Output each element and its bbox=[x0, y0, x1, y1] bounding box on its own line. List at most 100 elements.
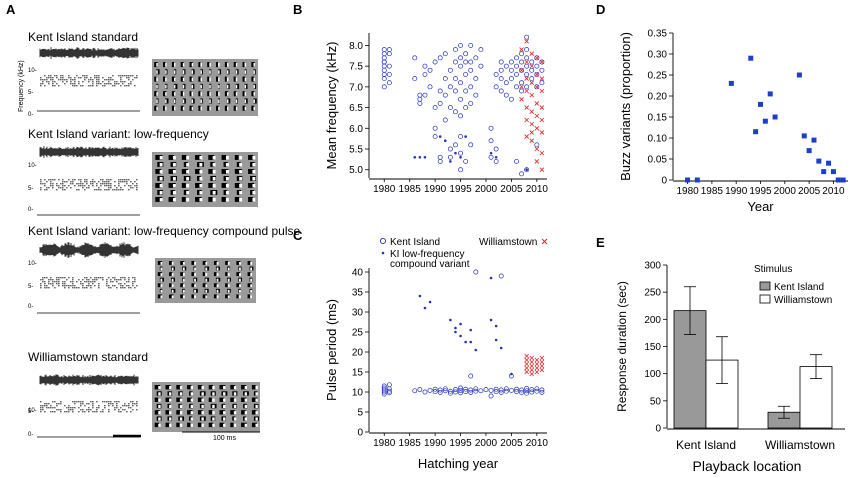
spectrogram-cell bbox=[74, 77, 76, 79]
spectrogram-cell bbox=[118, 189, 120, 191]
pulse-light-band bbox=[160, 289, 163, 293]
spectrogram-cell bbox=[82, 283, 84, 285]
data-point bbox=[428, 300, 432, 304]
pulse-light-band bbox=[216, 273, 219, 276]
spectrogram-cell bbox=[136, 77, 138, 79]
data-point bbox=[468, 373, 474, 379]
legend-kent-marker bbox=[379, 237, 387, 245]
data-point bbox=[524, 369, 529, 375]
pulse-light-band bbox=[159, 191, 163, 195]
pulse-light-band bbox=[212, 191, 216, 195]
data-point bbox=[453, 142, 458, 148]
spectrogram-cell bbox=[90, 183, 92, 185]
pulse-light-band bbox=[250, 278, 253, 282]
data-point bbox=[801, 133, 807, 139]
spectrogram-cell bbox=[80, 185, 82, 187]
spectrogram-cell bbox=[40, 179, 42, 181]
spectrogram-cell bbox=[106, 283, 108, 285]
spectrogram-cell bbox=[114, 409, 116, 411]
data-point bbox=[488, 393, 494, 399]
oscillogram-kent-low-frequency bbox=[39, 146, 139, 158]
spectrogram-cell bbox=[102, 81, 104, 83]
legend-williamstown-label: Williamstown bbox=[479, 237, 537, 248]
pulse-light-band bbox=[216, 267, 219, 271]
data-point bbox=[503, 80, 509, 86]
pulse-dark-band bbox=[180, 105, 184, 111]
spectrogram-cell bbox=[62, 187, 64, 189]
spectrogram-cell bbox=[130, 411, 132, 413]
spectrogram-cell bbox=[74, 81, 76, 83]
data-point bbox=[381, 67, 387, 73]
spectrogram-cell bbox=[130, 83, 132, 85]
spectrogram-cell bbox=[100, 183, 102, 185]
spectrogram-cell bbox=[110, 281, 112, 283]
pulse-light-band bbox=[186, 184, 190, 188]
pulse-light-band bbox=[159, 198, 163, 202]
spectrogram-cell bbox=[92, 411, 94, 413]
spectrogram-cell bbox=[98, 407, 100, 409]
spectrogram-cell bbox=[84, 77, 86, 79]
spectrogram-cell bbox=[124, 181, 126, 183]
pulse-dark-band bbox=[226, 98, 231, 104]
panel-e-letter: E bbox=[596, 235, 605, 250]
pulse-light-band bbox=[169, 386, 172, 390]
pulse-light-band bbox=[255, 386, 258, 390]
spectrogram-cell bbox=[130, 287, 132, 289]
data-point bbox=[417, 92, 423, 98]
zoom-scale-label: 100 ms bbox=[213, 435, 236, 442]
spectrogram-cell bbox=[68, 277, 70, 279]
data-point bbox=[437, 100, 443, 106]
pulse-light-band bbox=[194, 267, 196, 271]
spectrogram-cell bbox=[52, 85, 54, 87]
spectrogram-cell bbox=[40, 83, 42, 85]
pulse-light-band bbox=[218, 84, 220, 89]
spectrogram-cell bbox=[74, 85, 76, 87]
pulse-light-band bbox=[255, 404, 258, 408]
spectrogram-cell bbox=[88, 81, 90, 83]
spectrogram-cell bbox=[82, 187, 84, 189]
spectrogram-cell bbox=[48, 407, 50, 409]
spectrogram-cell bbox=[42, 409, 44, 411]
spectrogram-cell bbox=[82, 287, 84, 289]
pulse-light-band bbox=[200, 99, 202, 104]
spectrogram-cell bbox=[96, 185, 98, 187]
spectrogram-cell bbox=[90, 285, 92, 287]
spectrogram-cell bbox=[96, 411, 98, 413]
frequency-axis-label: Frequency (kHz) bbox=[18, 60, 25, 112]
pulse-light-band bbox=[212, 198, 216, 202]
spectrogram-cell bbox=[104, 189, 106, 191]
spectrogram-cell bbox=[66, 407, 68, 409]
data-point bbox=[524, 365, 529, 371]
spectrogram-cell bbox=[66, 411, 68, 413]
data-point bbox=[468, 67, 474, 73]
spectrogram-cell bbox=[110, 185, 112, 187]
data-point bbox=[493, 386, 499, 392]
y-tick-label: 35 bbox=[352, 288, 364, 299]
spectrogram-cell bbox=[130, 181, 132, 183]
x-tick-label: 2000 bbox=[475, 438, 498, 449]
spectrogram-cell bbox=[116, 405, 118, 407]
panel-c-legend: Kent Island KI low-frequency compound va… bbox=[379, 237, 548, 270]
pulse-light-band bbox=[179, 404, 183, 408]
spectrogram-cell bbox=[134, 279, 136, 281]
pulse-dark-band bbox=[230, 410, 236, 415]
data-point bbox=[534, 361, 540, 367]
spectrogram-cell bbox=[118, 401, 120, 403]
pulse-light-band bbox=[244, 106, 247, 111]
data-point bbox=[529, 138, 535, 143]
data-point bbox=[519, 51, 525, 57]
pulse-dark-band bbox=[251, 76, 255, 82]
y-tick-label: 0 bbox=[661, 176, 667, 187]
pulse-light-band bbox=[191, 63, 194, 67]
spectrogram-cell bbox=[68, 75, 70, 77]
spectrogram-cell bbox=[80, 401, 82, 403]
pulse-light-band bbox=[255, 398, 258, 402]
data-point bbox=[437, 55, 443, 61]
pulse-dark-band bbox=[154, 385, 161, 390]
spectrogram-cell bbox=[130, 187, 132, 189]
pulse-dark-band bbox=[247, 272, 251, 277]
spectrogram-cell bbox=[108, 81, 110, 83]
spectrogram-cell bbox=[50, 277, 52, 279]
data-point bbox=[524, 134, 529, 139]
